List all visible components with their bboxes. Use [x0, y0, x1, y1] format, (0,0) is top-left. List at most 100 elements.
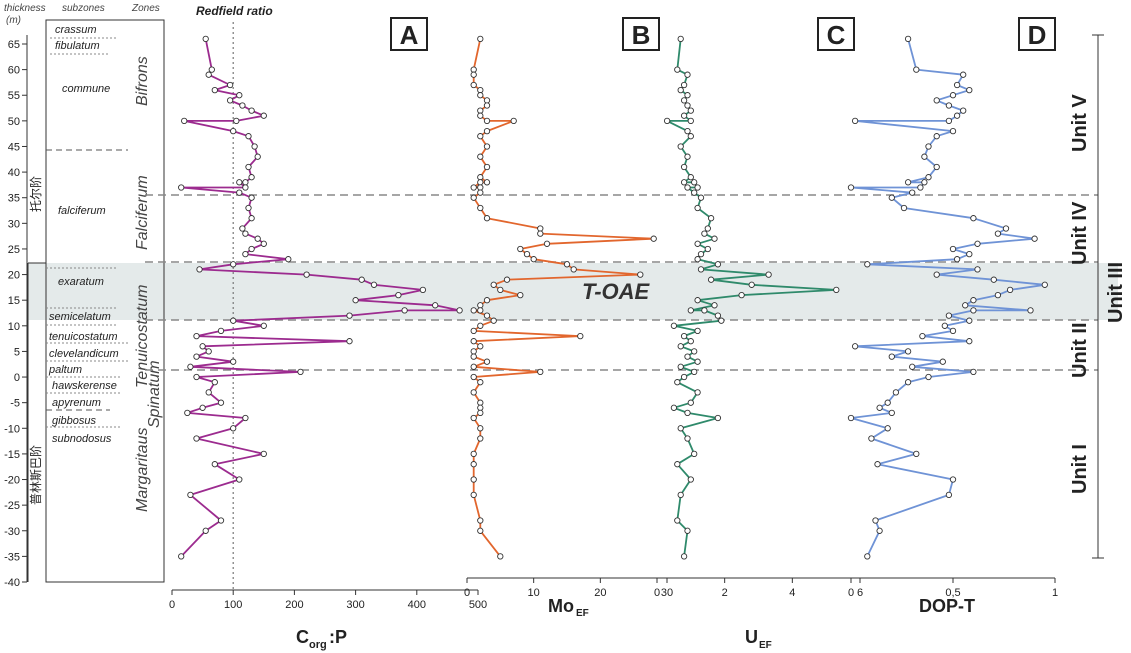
- panel-A-data-point: [254, 235, 261, 242]
- unit-V: Unit V: [1069, 94, 1091, 152]
- panel-A-xtick-label: 100: [224, 599, 242, 611]
- panel-A-data-point: [251, 143, 258, 150]
- panel-D-data-point: [919, 332, 926, 340]
- panel-B-xtick-label: 10: [528, 587, 540, 599]
- depth-tick-label: 25: [8, 244, 20, 256]
- panel-B-data-point: [483, 358, 491, 365]
- panel-A-data-point: [199, 404, 206, 411]
- panel-B-data-point: [470, 81, 477, 89]
- panel-B-data-point: [470, 71, 477, 78]
- panel-D-data-point: [974, 240, 981, 247]
- panel-B-data-point: [517, 245, 524, 253]
- unit-scale-bar: [1092, 34, 1104, 559]
- panel-A-data-point: [303, 271, 310, 278]
- panel-A-data-point: [211, 461, 218, 468]
- stage-toarcian: 托尔阶: [28, 176, 43, 212]
- toae-label: T-OAE: [582, 279, 651, 304]
- panel-A: A 0 100 200 300 400 500: [169, 17, 487, 611]
- panel-D-data-point: [884, 425, 891, 432]
- panel-B-xtick-label: 30: [661, 587, 673, 599]
- panel-B-data-point: [470, 338, 477, 345]
- panel-C-data-point: [714, 312, 722, 319]
- panel-D-data-point: [953, 81, 961, 89]
- panel-D-data-point: [933, 163, 940, 171]
- panel-A-data-point: [260, 322, 267, 329]
- panel-C-data-point: [697, 250, 705, 258]
- panel-D-data-point: [917, 184, 924, 191]
- panel-C-xtick-label: 2: [722, 587, 728, 599]
- panel-D-data-point: [888, 409, 895, 417]
- panel-B-data-point: [477, 409, 484, 417]
- panel-A-data-point: [401, 307, 408, 314]
- panel-A-data-point: [233, 117, 240, 125]
- panel-C-data-point: [691, 179, 698, 186]
- panel-A-data-point: [248, 245, 255, 253]
- panel-C-data-point: [694, 297, 701, 304]
- xlabel-D: DOP-T: [919, 596, 975, 616]
- panel-C-data-point: [687, 133, 694, 140]
- panel-D-data-point: [884, 399, 891, 406]
- panel-B-data-point: [477, 189, 484, 196]
- panel-B-data-point: [470, 491, 477, 499]
- panel-A-data-point: [242, 184, 249, 191]
- panel-D-data-point: [966, 250, 973, 258]
- panel-D-data-point: [913, 66, 920, 73]
- panel-B-data-point: [470, 389, 477, 396]
- panel-D-data-point: [925, 373, 932, 381]
- panel-C-data-point: [674, 66, 681, 73]
- panel-A-data-point: [352, 297, 359, 304]
- panel-B-data-point: [563, 261, 571, 268]
- panel-A-data-point: [248, 215, 255, 222]
- panel-D-data-point: [1041, 281, 1048, 288]
- panel-D-data-point: [970, 368, 977, 376]
- panel-D-data-point: [945, 102, 953, 109]
- depth-tick-label: -35: [4, 551, 20, 563]
- panel-B-data-point: [470, 414, 477, 422]
- panel-A-data-point: [193, 373, 200, 381]
- panel-B-data-point: [490, 281, 497, 288]
- panel-A-data-point: [226, 81, 234, 89]
- panel-C-data-point: [680, 97, 688, 104]
- panel-B-data-point: [477, 302, 484, 309]
- panel-A-data-point: [187, 491, 194, 499]
- panel-B-data-point: [477, 107, 484, 114]
- panel-C-data-point: [697, 266, 705, 273]
- depth-axis: 65605550454035302520151050-5-10-15-20-25…: [4, 39, 27, 589]
- panel-A-data-point: [187, 363, 194, 370]
- panel-A-data-point: [202, 527, 209, 534]
- panel-C-data-point: [680, 373, 688, 381]
- panel-A-data-point: [208, 66, 215, 73]
- panel-C-xtick-label: 6: [857, 587, 863, 599]
- panel-C-data-point: [684, 353, 691, 360]
- panel-A-data-point: [236, 92, 243, 99]
- panel-B-data-point: [477, 35, 484, 43]
- panel-D-data-point: [990, 276, 997, 283]
- panel-A-data-point: [239, 225, 246, 232]
- panel-D-data-point: [949, 327, 957, 335]
- panel-C-data-point: [670, 322, 678, 329]
- panel-B-data-point: [477, 174, 484, 181]
- panel-C-data-point: [714, 261, 722, 268]
- panel-B-data-point: [470, 184, 477, 191]
- panel-A-data-point: [199, 343, 206, 350]
- panel-B-data-point: [483, 97, 491, 104]
- panel-B-data-point: [477, 204, 484, 212]
- subzone-gibbosus: gibbosus: [52, 415, 97, 427]
- panel-D-box: [1018, 17, 1056, 51]
- panel-A-data-point: [217, 327, 225, 335]
- unit-II: Unit II: [1069, 322, 1091, 378]
- panel-C-data-point: [677, 86, 684, 94]
- panel-B-data-point: [483, 117, 491, 125]
- zone-spinatum: Spinatum: [146, 360, 163, 428]
- panel-B-data-point: [477, 92, 484, 99]
- panel-D-data-point: [994, 291, 1002, 299]
- panel-D-data-point: [960, 71, 967, 78]
- panel-B-data-point: [477, 133, 484, 140]
- panel-B-data-point: [530, 256, 537, 263]
- panel-C-data-point: [738, 291, 745, 299]
- panel-C-data-point: [687, 338, 694, 345]
- panel-D-data-point: [904, 35, 912, 43]
- panel-B-data-point: [470, 363, 477, 370]
- panel-D-data-point: [864, 553, 871, 560]
